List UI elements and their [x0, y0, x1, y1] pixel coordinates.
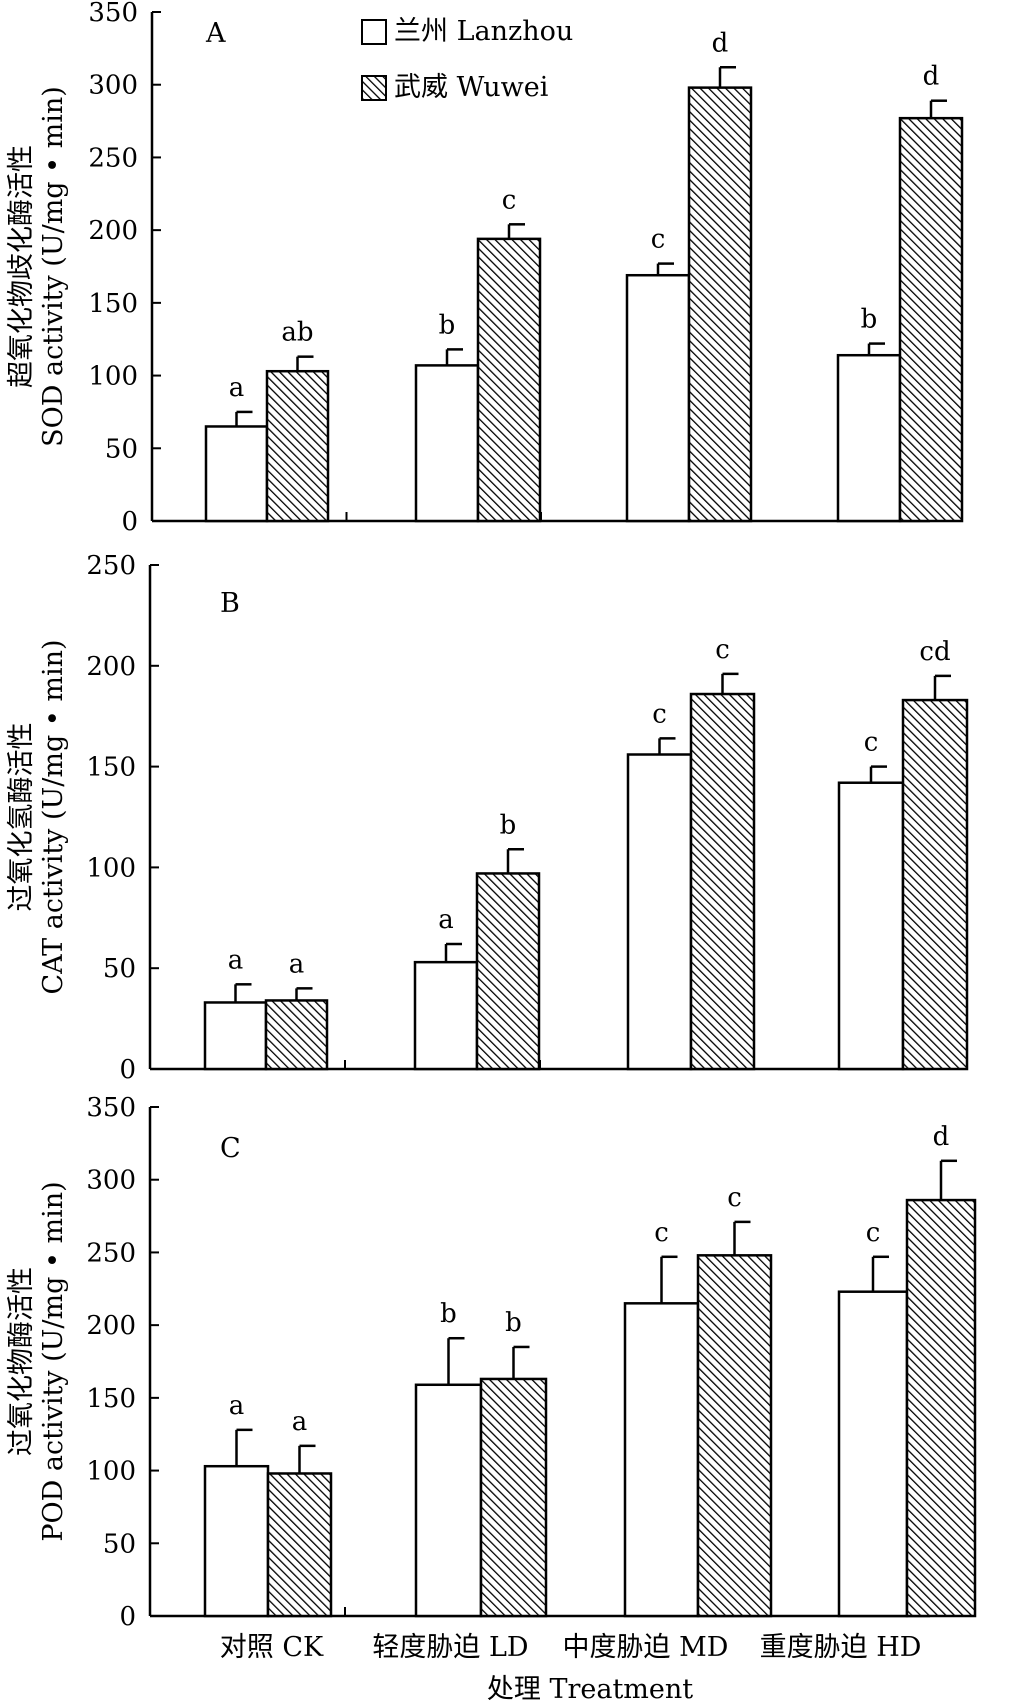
- significance-letter: c: [502, 185, 517, 215]
- y-tick-label: 150: [86, 753, 136, 783]
- panel-label: C: [220, 1133, 241, 1164]
- bar-wuwei: [266, 1472, 333, 1618]
- y-tick-label: 0: [121, 507, 138, 537]
- legend-label-lanzhou: 兰州 Lanzhou: [394, 16, 573, 47]
- x-category-labels: 对照 CK 轻度胁迫 LD 中度胁迫 MD 重度胁迫 HD: [220, 1632, 922, 1663]
- y-axis-title-en: POD activity (U/mg • min): [38, 1181, 69, 1541]
- y-tick-label: 50: [105, 434, 138, 464]
- significance-letter: a: [438, 905, 454, 935]
- y-axis-title-cn: 过氧化物酶活性: [6, 1267, 37, 1456]
- x-axis-title: 处理 Treatment: [487, 1674, 693, 1705]
- bar-wuwei: [898, 116, 964, 523]
- bar-wuwei: [687, 86, 753, 523]
- bar-lanzhou: [836, 353, 902, 523]
- bar-lanzhou: [623, 1302, 700, 1618]
- significance-letter: a: [228, 945, 244, 975]
- significance-letter: a: [229, 1391, 245, 1421]
- bar-lanzhou: [414, 1383, 483, 1618]
- y-tick-label: 150: [86, 1384, 136, 1414]
- significance-letter: d: [933, 1122, 950, 1152]
- significance-letter: c: [654, 1218, 669, 1248]
- legend-label-wuwei: 武威 Wuwei: [394, 72, 549, 103]
- significance-letter: cd: [919, 637, 950, 667]
- significance-letter: b: [861, 305, 878, 335]
- bar-wuwei: [696, 1254, 773, 1618]
- bar-lanzhou: [203, 1001, 268, 1071]
- significance-letter: b: [505, 1308, 522, 1338]
- significance-letter: c: [652, 699, 667, 729]
- y-tick-label: 350: [86, 1093, 136, 1123]
- y-tick-label: 300: [86, 1166, 136, 1196]
- significance-letter: c: [864, 728, 879, 758]
- x-category-label: 对照 CK: [220, 1632, 324, 1663]
- bar-wuwei: [265, 369, 330, 523]
- significance-letter: a: [292, 1407, 308, 1437]
- bar-wuwei: [476, 237, 542, 523]
- significance-letter: c: [727, 1183, 742, 1213]
- y-tick-label: 50: [103, 954, 136, 984]
- bar-lanzhou: [204, 425, 269, 523]
- bar-wuwei: [479, 1377, 548, 1618]
- significance-letter: d: [712, 28, 729, 58]
- legend: 兰州 Lanzhou 武威 Wuwei: [361, 16, 573, 103]
- y-tick-label: 100: [86, 853, 136, 883]
- legend-swatch-wuwei: [361, 75, 387, 101]
- x-category-label: 轻度胁迫 LD: [372, 1632, 528, 1663]
- significance-letter: a: [289, 949, 305, 979]
- y-tick-label: 150: [88, 289, 138, 319]
- bar-wuwei: [901, 698, 969, 1071]
- x-category-label: 重度胁迫 HD: [760, 1632, 922, 1663]
- legend-swatch-lanzhou: [361, 19, 387, 45]
- significance-letter: a: [229, 373, 245, 403]
- significance-letter: b: [440, 1299, 457, 1329]
- y-tick-label: 200: [88, 216, 138, 246]
- y-tick-label: 200: [86, 1311, 136, 1341]
- bar-lanzhou: [413, 960, 479, 1071]
- bar-lanzhou: [625, 273, 691, 523]
- bar-lanzhou: [414, 364, 480, 523]
- panel-a-sod: 0 50 100 150 200 250 300 350 A 超氧化物歧化酶活性 SOD activ…: [6, 0, 964, 537]
- y-tick-label: 300: [88, 71, 138, 101]
- y-axis-title-cn: 过氧化氢酶活性: [6, 723, 37, 912]
- y-tick-label: 250: [86, 551, 136, 581]
- panel-label: A: [205, 18, 226, 49]
- bar-lanzhou: [837, 1290, 909, 1618]
- panel-b-cat: 0 50 100 150 200 250 B 过氧化氢酶活性 CAT activity (U/m…: [6, 551, 969, 1085]
- bar-lanzhou: [837, 781, 905, 1071]
- significance-letter: b: [439, 310, 456, 340]
- significance-letter: c: [651, 225, 666, 255]
- y-tick-label: 0: [119, 1055, 136, 1085]
- bar-lanzhou: [203, 1464, 270, 1618]
- y-axis-title-cn: 超氧化物歧化酶活性: [6, 145, 37, 388]
- significance-letter: c: [866, 1218, 881, 1248]
- bar-wuwei: [689, 692, 756, 1071]
- bar-wuwei: [264, 999, 329, 1071]
- y-tick-label: 50: [103, 1529, 136, 1559]
- bar-wuwei: [905, 1198, 977, 1618]
- panel-c-pod: 0 50 100 150 200 250 300 350 C 过氧化物酶活性 POD activit…: [6, 1093, 977, 1632]
- y-tick-label: 0: [119, 1602, 136, 1632]
- y-tick-label: 100: [86, 1457, 136, 1487]
- significance-letter: c: [715, 635, 730, 665]
- y-axis-title-en: CAT activity (U/mg • min): [38, 639, 69, 994]
- y-tick-label: 350: [88, 0, 138, 28]
- panel-label: B: [220, 588, 240, 619]
- y-tick-label: 250: [88, 143, 138, 173]
- y-axis-title-en: SOD activity (U/mg • min): [38, 86, 69, 447]
- x-category-label: 中度胁迫 MD: [563, 1632, 729, 1663]
- bar-wuwei: [475, 872, 541, 1071]
- significance-letter: b: [500, 810, 517, 840]
- y-tick-label: 100: [88, 362, 138, 392]
- significance-letter: ab: [281, 318, 313, 348]
- bar-lanzhou: [626, 753, 693, 1071]
- y-tick-label: 250: [86, 1238, 136, 1268]
- significance-letter: d: [923, 62, 940, 92]
- y-tick-label: 200: [86, 652, 136, 682]
